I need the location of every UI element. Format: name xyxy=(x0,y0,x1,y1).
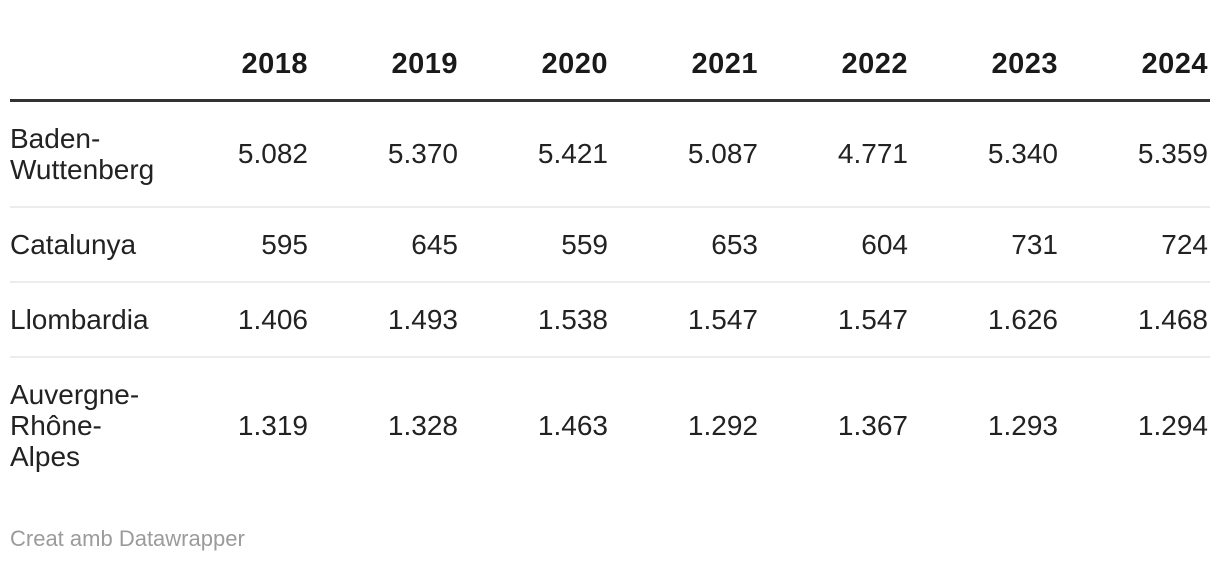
cell-value: 604 xyxy=(760,206,910,283)
table-container: 2018 2019 2020 2021 2022 2023 2024 Baden… xyxy=(10,0,1210,493)
cell-value: 1.547 xyxy=(760,281,910,358)
cell-value: 5.087 xyxy=(610,100,760,208)
cell-value: 5.421 xyxy=(460,100,610,208)
column-header-2023: 2023 xyxy=(910,0,1060,102)
column-header-2022: 2022 xyxy=(760,0,910,102)
cell-value: 1.293 xyxy=(987,409,1058,441)
cell-value: 1.328 xyxy=(387,409,458,441)
cell-value: 1.538 xyxy=(460,281,610,358)
column-header-2018: 2018 xyxy=(160,0,310,102)
cell-value: 1.468 xyxy=(1060,281,1210,358)
cell-value: 1.463 xyxy=(537,409,608,441)
column-header-2021: 2021 xyxy=(610,0,760,102)
row-label: Baden-Wuttenberg xyxy=(10,100,160,208)
cell-value: 595 xyxy=(160,206,310,283)
cell-value: 5.340 xyxy=(910,100,1060,208)
column-header-2024: 2024 xyxy=(1060,0,1210,102)
datawrapper-attribution-link[interactable]: Creat amb Datawrapper xyxy=(10,525,245,551)
cell-value: 653 xyxy=(610,206,760,283)
data-table: 2018 2019 2020 2021 2022 2023 2024 Baden… xyxy=(10,0,1210,493)
cell-value: 5.359 xyxy=(1060,100,1210,208)
cell-value: 5.370 xyxy=(310,100,460,208)
table-row: Baden-Wuttenberg 5.082 5.370 5.421 5.087… xyxy=(10,100,1210,208)
cell-value: 724 xyxy=(1060,206,1210,283)
row-label: Auvergne-Rhône-Alpes xyxy=(10,378,140,472)
cell-value: 645 xyxy=(310,206,460,283)
row-label: Catalunya xyxy=(10,206,160,283)
cell-value: 1.547 xyxy=(610,281,760,358)
cell-value: 1.493 xyxy=(310,281,460,358)
header-row: 2018 2019 2020 2021 2022 2023 2024 xyxy=(10,0,1210,102)
cell-value: 4.771 xyxy=(760,100,910,208)
cell-value: 1.292 xyxy=(687,409,758,441)
column-header-2020: 2020 xyxy=(460,0,610,102)
row-label: Llombardia xyxy=(10,281,160,358)
column-header-2019: 2019 xyxy=(310,0,460,102)
cell-value: 1.294 xyxy=(1137,409,1208,441)
table-row: Llombardia 1.406 1.493 1.538 1.547 1.547… xyxy=(10,281,1210,358)
cell-value: 5.082 xyxy=(160,100,310,208)
cell-value: 1.406 xyxy=(160,281,310,358)
cell-value: 1.626 xyxy=(910,281,1060,358)
cell-value: 731 xyxy=(910,206,1060,283)
cell-value: 1.319 xyxy=(237,409,308,441)
cell-value: 559 xyxy=(460,206,610,283)
cell-value: 1.367 xyxy=(837,409,908,441)
table-row: Auvergne-Rhône-Alpes 1.319 1.328 1.463 1… xyxy=(10,357,1210,493)
table-row: Catalunya 595 645 559 653 604 731 724 xyxy=(10,206,1210,283)
corner-header xyxy=(10,0,160,102)
